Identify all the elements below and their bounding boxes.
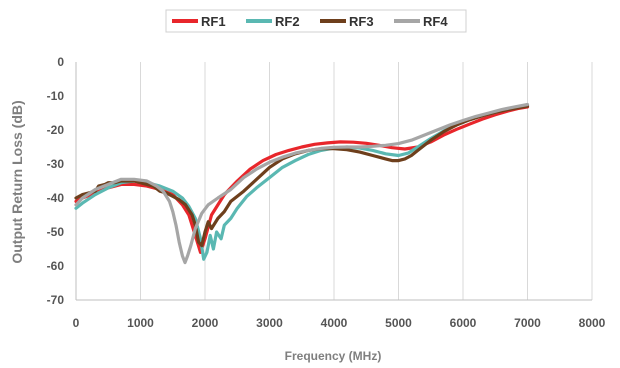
x-tick-label: 0 xyxy=(73,316,80,330)
legend-label-rf2: RF2 xyxy=(275,14,300,29)
x-axis-title: Frequency (MHz) xyxy=(285,349,382,363)
x-tick-label: 2000 xyxy=(192,316,219,330)
x-tick-label: 8000 xyxy=(579,316,606,330)
axes xyxy=(75,62,592,301)
y-tick-label: -50 xyxy=(47,225,65,239)
x-tick-label: 3000 xyxy=(256,316,283,330)
y-tick-label: -20 xyxy=(47,123,65,137)
y-tick-label: -40 xyxy=(47,191,65,205)
x-tick-label: 7000 xyxy=(514,316,541,330)
legend-label-rf1: RF1 xyxy=(201,14,226,29)
y-tick-label: -10 xyxy=(47,89,65,103)
y-tick-label: -70 xyxy=(47,293,65,307)
legend-label-rf3: RF3 xyxy=(349,14,374,29)
x-tick-label: 1000 xyxy=(127,316,154,330)
legend-label-rf4: RF4 xyxy=(423,14,448,29)
y-axis-title: Output Return Loss (dB) xyxy=(9,100,25,263)
series-line-rf3 xyxy=(74,104,530,248)
y-tick-label: 0 xyxy=(57,55,64,69)
y-tick-label: -60 xyxy=(47,259,65,273)
legend: RF1 RF2 RF3 RF4 xyxy=(165,9,467,33)
x-tick-label: 4000 xyxy=(321,316,348,330)
gridlines xyxy=(140,62,593,300)
y-tick-labels: 0 -10 -20 -30 -40 -50 -60 -70 xyxy=(47,55,65,307)
x-tick-label: 5000 xyxy=(385,316,412,330)
series-line-rf4 xyxy=(74,102,530,265)
series-group xyxy=(74,102,530,265)
legend-box xyxy=(165,9,467,33)
x-tick-labels: 0 1000 2000 3000 4000 5000 6000 7000 8000 xyxy=(73,316,606,330)
x-tick-label: 6000 xyxy=(450,316,477,330)
y-tick-label: -30 xyxy=(47,157,65,171)
